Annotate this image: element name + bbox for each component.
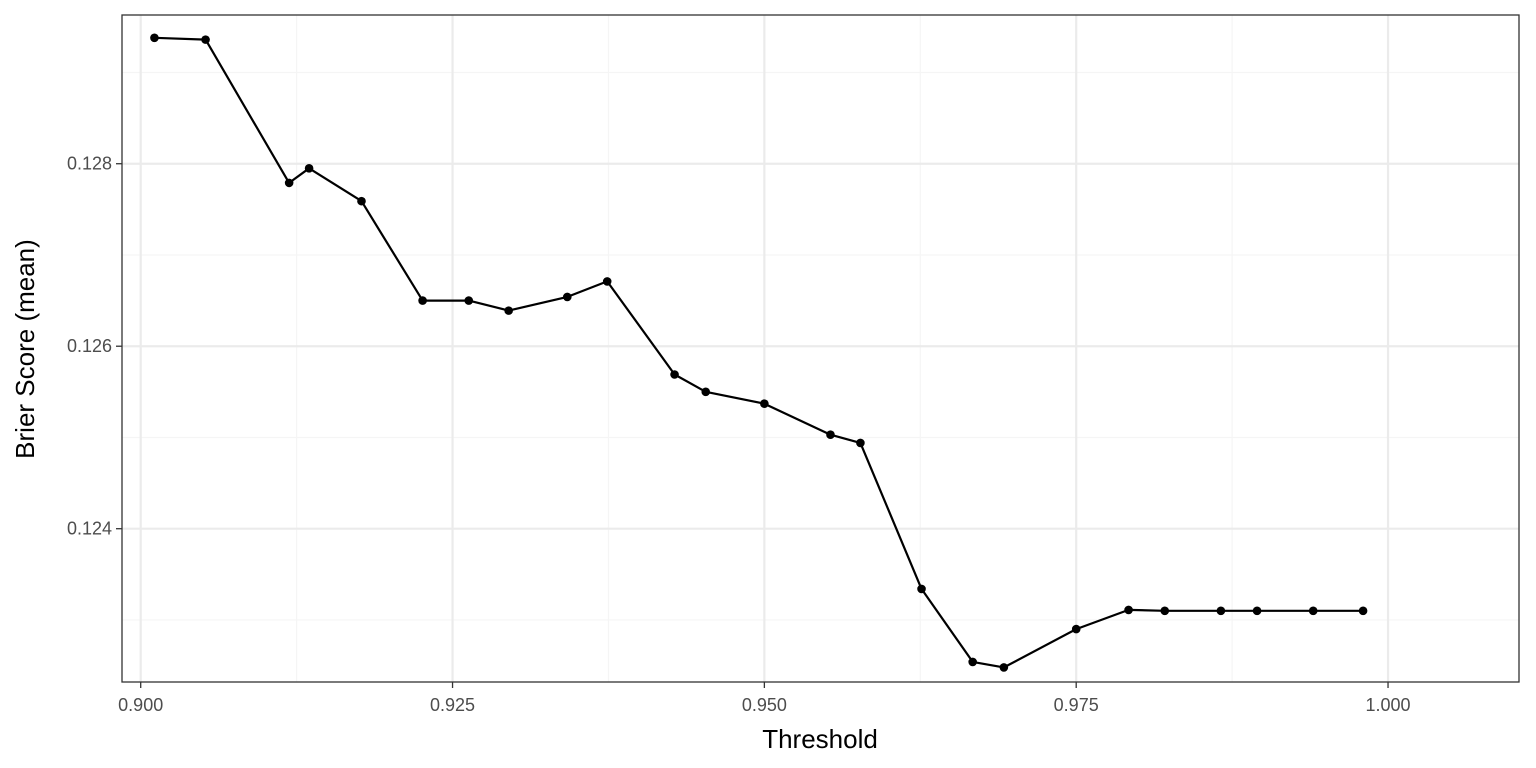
data-point (1252, 606, 1262, 616)
y-axis: 0.124 0.126 0.128 (67, 154, 122, 539)
x-axis: 0.900 0.925 0.950 0.975 1.000 (118, 682, 1411, 715)
data-point (201, 35, 210, 44)
panel-border (121, 14, 1520, 683)
series-layer (150, 33, 1368, 672)
y-tick-label: 0.128 (67, 154, 112, 174)
data-point (968, 657, 977, 667)
y-tick-label: 0.124 (67, 519, 112, 539)
x-tick-label: 0.900 (118, 695, 163, 715)
data-point (701, 387, 711, 397)
data-point (1124, 605, 1133, 615)
y-tick-label: 0.126 (67, 336, 112, 356)
x-tick-label: 0.975 (1054, 695, 1099, 715)
data-point (304, 163, 314, 173)
data-point (1071, 624, 1081, 634)
data-point (562, 292, 572, 302)
data-point (1216, 606, 1226, 616)
data-point (418, 296, 427, 305)
data-point (1308, 606, 1318, 616)
data-point (464, 296, 474, 305)
data-point (504, 306, 513, 315)
y-axis-title: Brier Score (mean) (10, 239, 40, 459)
x-tick-label: 0.950 (742, 695, 787, 715)
data-point (826, 430, 835, 440)
data-point (357, 196, 366, 206)
data-point (999, 663, 1009, 672)
data-point (760, 399, 769, 409)
data-point (1160, 606, 1170, 616)
data-point (917, 584, 926, 594)
x-tick-label: 0.925 (430, 695, 475, 715)
data-point (284, 178, 294, 188)
minor-grid (122, 15, 1519, 682)
data-point (856, 438, 865, 448)
data-point (602, 277, 612, 286)
x-axis-title: Threshold (762, 724, 878, 754)
data-point (150, 33, 159, 43)
major-grid (122, 15, 1519, 682)
data-point (670, 370, 679, 379)
x-tick-label: 1.000 (1366, 695, 1411, 715)
data-point (1358, 606, 1368, 616)
